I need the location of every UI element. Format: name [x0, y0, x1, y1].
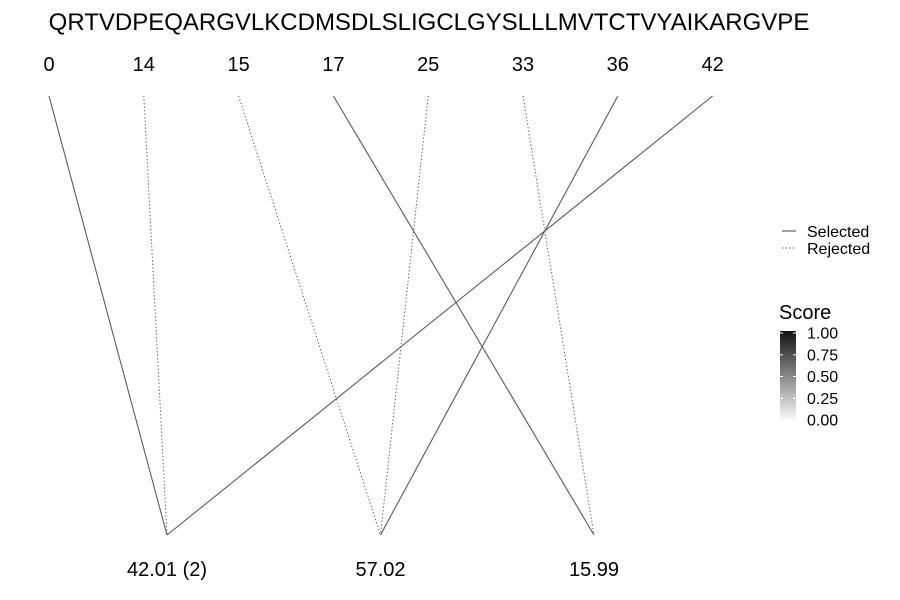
- legend-rejected-label: Rejected: [807, 241, 870, 258]
- link-0-to-mass-1-selected: [48, 95, 168, 536]
- mass-labels: 42.01 (2) 57.02 15.99: [127, 559, 619, 581]
- score-colorbar: [780, 331, 796, 422]
- position-label-33: 33: [512, 54, 534, 76]
- link-25-to-mass-2-rejected: [380, 95, 429, 536]
- mass-label-2: 57.02: [355, 559, 405, 581]
- score-legend: Score 1.00 0.75 0.50 0.25 0.00: [779, 302, 838, 430]
- position-label-14: 14: [133, 54, 155, 76]
- peptide-sequence: QRTVDPEQARGVLKCDMSDLSLIGCLGYSLLLMVTCTVYA…: [49, 9, 810, 36]
- score-tick-label-0.75: 0.75: [807, 347, 838, 364]
- score-legend-title: Score: [779, 302, 831, 324]
- line-type-legend: Selected Rejected: [782, 224, 870, 258]
- position-label-15: 15: [227, 54, 249, 76]
- score-tick-label-0.25: 0.25: [807, 391, 838, 408]
- mass-label-1: 42.01 (2): [127, 559, 207, 581]
- mass-label-3: 15.99: [569, 559, 619, 581]
- link-33-to-mass-3-rejected: [522, 95, 595, 536]
- position-label-17: 17: [322, 54, 344, 76]
- legend-selected-label: Selected: [807, 224, 869, 241]
- link-17-to-mass-3-selected: [332, 95, 595, 536]
- position-labels: 0 14 15 17 25 33 36 42: [43, 54, 723, 76]
- link-14-to-mass-1-rejected: [143, 95, 168, 536]
- position-label-25: 25: [417, 54, 439, 76]
- score-tick-label-1.00: 1.00: [807, 326, 838, 343]
- position-label-36: 36: [607, 54, 629, 76]
- links: [48, 95, 713, 536]
- score-tick-label-0.00: 0.00: [807, 413, 838, 430]
- link-15-to-mass-2-rejected: [238, 95, 381, 536]
- position-label-0: 0: [43, 54, 54, 76]
- link-36-to-mass-2-selected: [380, 95, 619, 536]
- link-42-to-mass-1-selected: [166, 95, 713, 536]
- score-tick-label-0.50: 0.50: [807, 369, 838, 386]
- position-label-42: 42: [701, 54, 723, 76]
